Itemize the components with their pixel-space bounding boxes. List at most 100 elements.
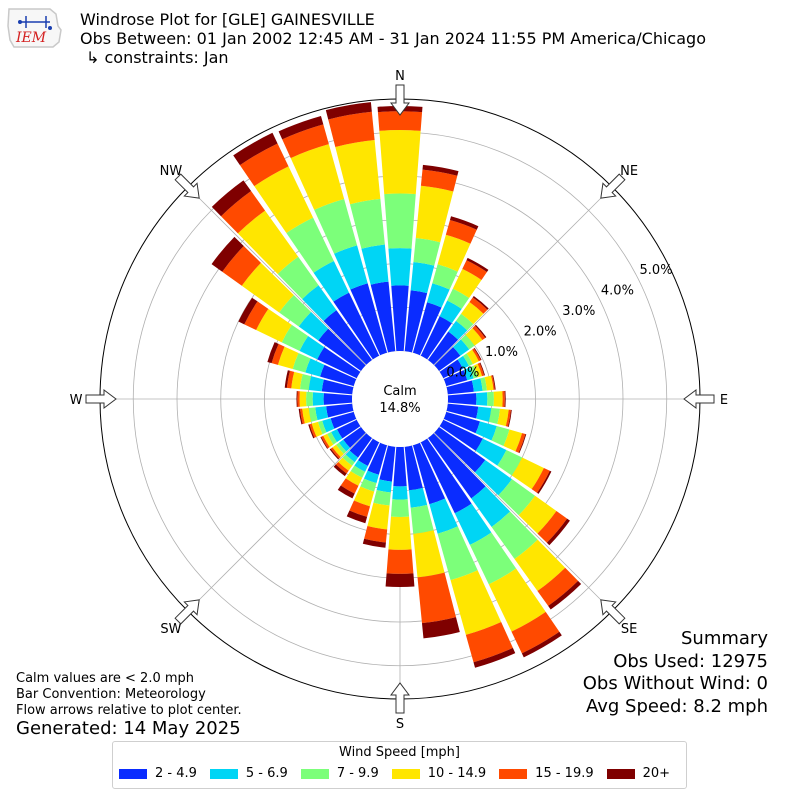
rose-bar-segment <box>256 308 292 343</box>
legend-item: 15 - 19.9 <box>499 766 594 781</box>
rose-bar-segment <box>404 290 428 353</box>
rose-bar-segment <box>345 471 363 486</box>
legend-label: 10 - 14.9 <box>427 766 487 781</box>
legend-item: 7 - 9.9 <box>300 766 379 781</box>
summary-block: Summary Obs Used: 12975 Obs Without Wind… <box>583 628 768 718</box>
rose-bar-segment <box>281 324 309 351</box>
rose-bar-segment <box>445 220 477 244</box>
rose-bar-segment <box>466 257 489 273</box>
rose-bar-segment <box>504 390 506 408</box>
rose-bar-segment <box>238 297 258 325</box>
rose-bar-segment <box>282 124 329 159</box>
rose-bar-segment <box>306 391 313 407</box>
rose-bar-segment <box>330 447 341 459</box>
rose-bar-segment <box>427 433 486 499</box>
rose-bar-segment <box>404 445 423 491</box>
rose-bar-segment <box>299 374 312 391</box>
rose-bar-segment <box>412 302 442 356</box>
rose-bar-segment <box>412 442 446 505</box>
rose-bar-segment <box>323 393 353 405</box>
rose-bar-segment <box>367 442 388 475</box>
rose-bar-segment <box>335 462 349 474</box>
summary-obs-without-wind: Obs Without Wind: 0 <box>582 673 768 694</box>
rose-bar-segment <box>455 313 474 331</box>
rose-bar-segment <box>518 434 527 454</box>
rose-bar-segment <box>323 310 373 365</box>
rose-bar-segment <box>312 392 324 406</box>
rose-bar-segment <box>298 311 329 341</box>
rose-bar-segment <box>434 426 486 473</box>
rose-bar-segment <box>463 353 473 366</box>
rose-bar-segment <box>469 365 478 379</box>
rose-bar-segment <box>493 391 503 407</box>
rose-bar-segment <box>487 391 494 407</box>
rose-bar-segment <box>320 436 328 449</box>
rose-bar-segment <box>286 217 334 273</box>
rose-bar-segment <box>278 115 324 140</box>
rose-bar-segment <box>354 460 368 472</box>
rose-bar-segment <box>362 538 386 548</box>
rose-bar-segment <box>335 140 381 205</box>
rose-bar-segment <box>460 334 475 350</box>
rose-bar-segment <box>315 406 329 421</box>
calm-circle <box>352 351 448 447</box>
rose-bar-segment <box>336 419 361 439</box>
rose-bar-segment <box>345 450 359 463</box>
rose-bar-segment <box>296 391 298 407</box>
rose-bar-segment <box>446 403 479 419</box>
rose-bar-segment <box>410 504 434 534</box>
rose-bar-segment <box>417 572 457 624</box>
rose-bar-segment <box>488 568 546 632</box>
rose-bar-segment <box>391 285 409 352</box>
calm-definition: Calm values are < 2.0 mph <box>16 671 195 686</box>
flow-arrow-icon <box>600 599 626 625</box>
flow-arrow-icon <box>85 389 117 409</box>
rose-bar-segment <box>480 377 487 391</box>
rose-bar-segment <box>449 216 479 230</box>
flow-arrow-shape <box>683 389 715 409</box>
rose-bar-segment <box>379 130 421 195</box>
chart-title: Windrose Plot for [GLE] GAINESVILLE <box>80 10 375 29</box>
rose-bar-segment <box>491 511 538 559</box>
rose-bar-segment <box>427 331 459 365</box>
rose-bar-segment <box>311 421 323 437</box>
rose-bar-segment <box>333 464 347 477</box>
legend-swatch <box>606 768 635 779</box>
radial-tick-label: 0.0% <box>446 365 479 380</box>
rose-bar-segment <box>384 193 416 249</box>
rose-bar-segment <box>298 408 303 425</box>
rose-bar-segment <box>413 530 445 578</box>
flow-arrow-icon <box>174 173 200 199</box>
legend-title: Wind Speed [mph] <box>339 745 460 760</box>
rose-bar-segment <box>469 532 517 585</box>
direction-label-n: N <box>395 69 405 84</box>
flow-arrow-shape <box>390 682 410 714</box>
rose-bar-segment <box>299 336 325 360</box>
radial-tick-label: 1.0% <box>485 345 518 360</box>
rose-bar-segment <box>420 316 452 360</box>
rose-bar-segment <box>342 454 355 466</box>
rose-bar-segment <box>446 380 474 395</box>
rose-bar-segment <box>521 631 562 658</box>
legend-item: 20+ <box>606 766 670 781</box>
rose-bar-segment <box>498 479 536 516</box>
rose-bar-segment <box>518 495 557 534</box>
legend-item: 5 - 6.9 <box>209 766 288 781</box>
generated-date: Generated: 14 May 2025 <box>16 718 241 739</box>
rose-bar-segment <box>410 261 435 294</box>
rose-bar-segment <box>511 457 544 490</box>
flow-arrow-shape <box>85 389 117 409</box>
rose-bar-segment <box>443 370 468 387</box>
rose-bar-segment <box>514 539 566 591</box>
rose-bar-segment <box>476 406 492 422</box>
legend-label: 5 - 6.9 <box>245 766 288 781</box>
rose-bar-segment <box>465 328 483 346</box>
rose-bar-segment <box>447 393 477 405</box>
rose-bar-segment <box>429 498 458 534</box>
rose-bar-segment <box>267 342 279 364</box>
rose-bar-segment <box>443 411 480 434</box>
bars-group <box>211 102 582 668</box>
rose-bar-segment <box>314 198 358 254</box>
rose-bar-segment <box>447 288 470 309</box>
legend-item: 10 - 14.9 <box>391 766 487 781</box>
